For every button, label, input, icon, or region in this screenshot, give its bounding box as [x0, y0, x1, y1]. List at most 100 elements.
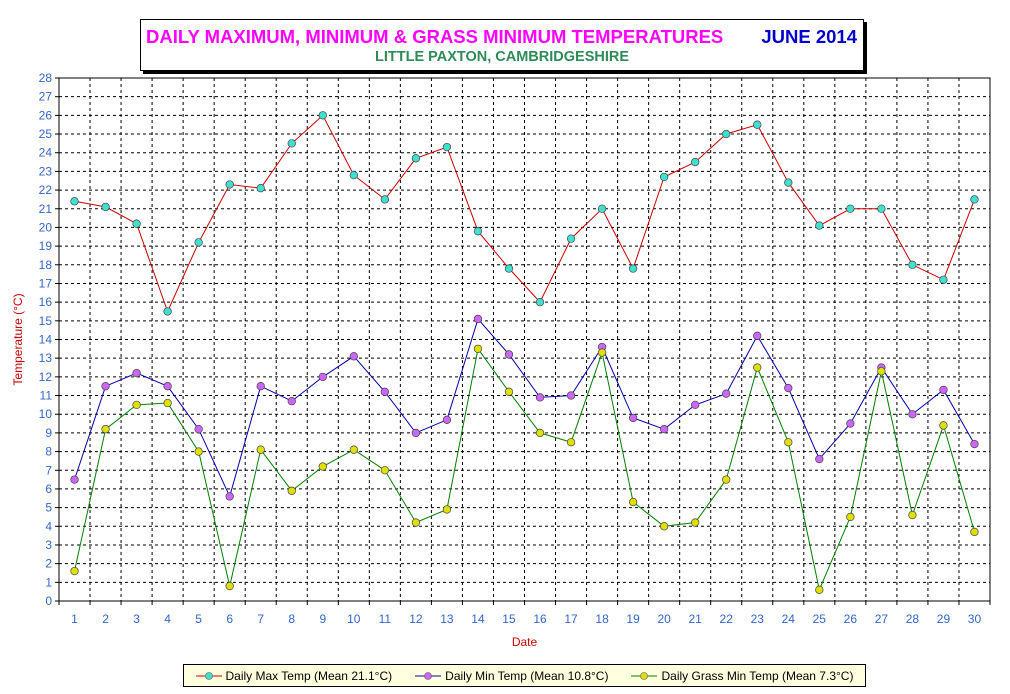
data-point: [442, 505, 452, 514]
x-tick-label: 10: [347, 612, 361, 626]
x-tick-label: 13: [440, 612, 454, 626]
x-tick-label: 27: [875, 612, 889, 626]
data-point: [722, 475, 731, 484]
data-point: [908, 410, 917, 419]
chart-title-box: DAILY MAXIMUM, MINIMUM & GRASS MINIMUM T…: [140, 19, 864, 71]
x-tick-label: 1: [71, 612, 78, 626]
data-point: [784, 178, 793, 187]
legend-label-grass-min: Daily Grass Min Temp (Mean 7.3°C): [661, 668, 854, 683]
series-1: [70, 314, 979, 501]
y-tick-label: 2: [45, 557, 52, 571]
data-point: [908, 260, 917, 269]
data-point: [753, 120, 762, 129]
x-tick-label: 3: [133, 612, 140, 626]
data-point: [504, 264, 514, 273]
data-point: [877, 204, 886, 213]
x-tick-label: 28: [906, 612, 920, 626]
legend-label-max: Daily Max Temp (Mean 21.1°C): [225, 668, 393, 683]
y-tick-label: 0: [45, 594, 52, 608]
data-point: [132, 219, 141, 228]
x-tick-label: 12: [409, 612, 423, 626]
series-0: [70, 111, 979, 316]
x-tick-label: 19: [626, 612, 640, 626]
data-point: [411, 428, 421, 438]
data-point: [349, 170, 358, 180]
data-point: [660, 172, 669, 182]
x-tick-label: 20: [657, 612, 671, 626]
y-tick-label: 8: [45, 445, 52, 459]
data-point: [628, 413, 638, 423]
series-line: [74, 114, 975, 313]
y-tick-label: 12: [39, 370, 53, 384]
x-tick-label: 21: [689, 612, 703, 626]
y-tick-label: 23: [39, 164, 53, 178]
data-point: [132, 400, 141, 410]
data-point: [660, 522, 669, 531]
x-tick-labels: 1 2 3 4 5 6 7 8 9 10 11 12 13 14 15 16 17 18 19 20 21 22 23 24 2…: [71, 612, 981, 626]
data-point: [163, 307, 172, 316]
data-point: [753, 363, 762, 372]
y-tick-label: 13: [39, 351, 53, 365]
data-point: [566, 234, 576, 243]
data-point: [566, 391, 576, 400]
data-point: [225, 492, 234, 501]
data-point: [691, 157, 700, 167]
x-tick-label: 7: [257, 612, 264, 626]
data-point: [784, 383, 793, 393]
x-tick-label: 2: [102, 612, 109, 626]
data-point: [256, 382, 265, 391]
series-2: [70, 344, 979, 594]
data-point: [753, 331, 762, 340]
data-point: [846, 204, 855, 213]
data-point: [535, 297, 545, 307]
y-tick-label: 11: [40, 389, 53, 403]
data-point: [970, 527, 979, 537]
y-tick-label: 18: [39, 258, 53, 272]
x-tick-label: 29: [937, 612, 951, 626]
y-tick-label: 26: [39, 108, 53, 122]
data-point: [877, 367, 886, 376]
data-point: [784, 438, 793, 447]
data-point: [504, 387, 514, 396]
x-tick-label: 17: [564, 612, 578, 626]
legend-item-min: Daily Min Temp (Mean 10.8°C): [415, 669, 608, 683]
x-tick-label: 23: [751, 612, 765, 626]
data-point: [566, 438, 576, 447]
data-point: [163, 398, 172, 408]
data-point: [722, 129, 731, 139]
chart-subtitle: LITTLE PAXTON, CAMBRIDGESHIRE: [374, 49, 630, 65]
data-point: [349, 352, 358, 361]
data-point: [194, 238, 203, 247]
data-point: [318, 111, 327, 120]
x-tick-label: 24: [782, 612, 796, 626]
x-tick-label: 6: [226, 612, 233, 626]
data-point: [473, 344, 483, 353]
chart-title: DAILY MAXIMUM, MINIMUM & GRASS MINIMUM T…: [146, 26, 724, 47]
y-tick-label: 3: [45, 538, 52, 552]
data-point: [939, 275, 948, 284]
data-point: [318, 462, 327, 471]
y-tick-label: 15: [39, 314, 53, 328]
data-point: [597, 348, 607, 357]
data-point: [846, 419, 855, 428]
y-tick-label: 4: [45, 519, 52, 533]
x-tick-label: 25: [813, 612, 827, 626]
x-tick-label: 16: [533, 612, 547, 626]
data-point: [908, 510, 917, 520]
data-point: [101, 425, 110, 434]
y-tick-label: 7: [45, 463, 52, 477]
data-point: [318, 372, 327, 382]
data-point: [101, 202, 110, 212]
x-axis-label: Date: [512, 635, 538, 649]
data-point: [535, 428, 545, 438]
data-point: [504, 350, 514, 359]
legend-item-max: Daily Max Temp (Mean 21.1°C): [195, 668, 393, 683]
data-point: [970, 195, 979, 204]
y-axis-label: Temperature (°C): [11, 293, 25, 385]
x-tick-label: 15: [502, 612, 516, 626]
data-point: [846, 512, 855, 522]
x-tick-label: 11: [379, 612, 392, 626]
data-point: [349, 445, 358, 454]
x-tick-label: 14: [471, 612, 485, 626]
